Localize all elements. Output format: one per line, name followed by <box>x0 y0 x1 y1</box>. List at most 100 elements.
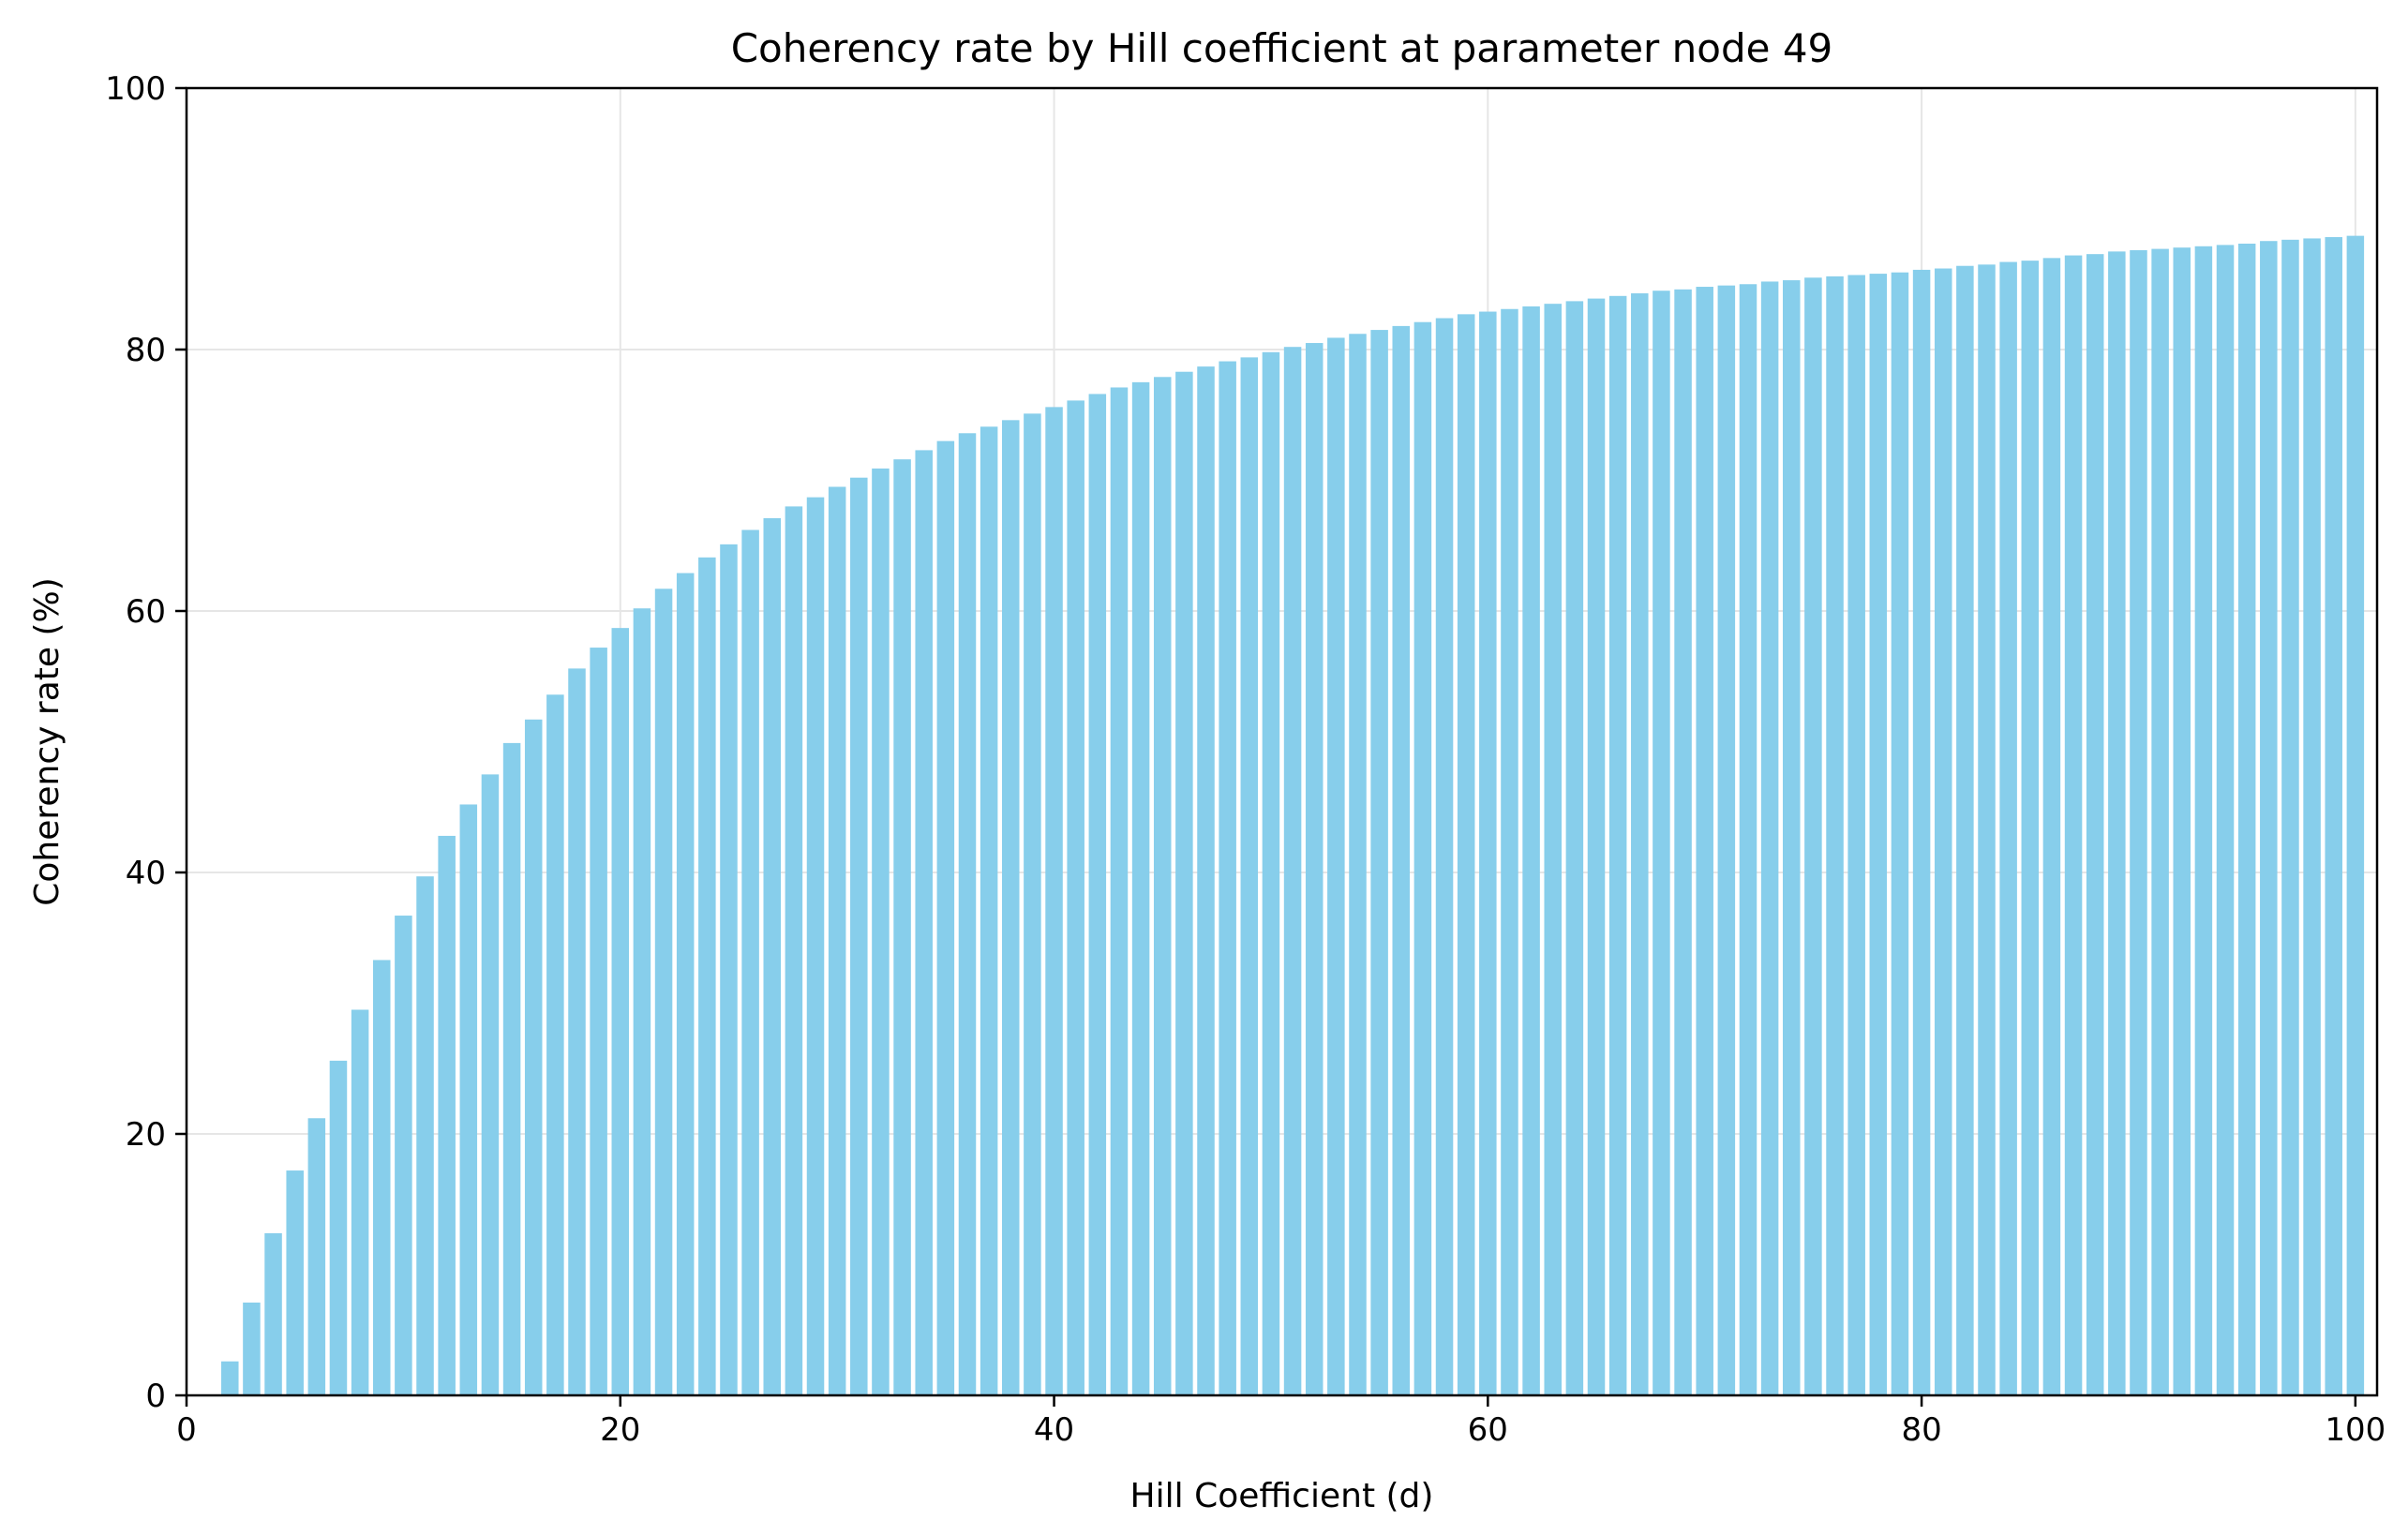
bar <box>372 960 391 1395</box>
bar <box>1760 281 1779 1396</box>
bar <box>1653 291 1670 1396</box>
bar <box>1024 413 1041 1396</box>
bar <box>351 1009 369 1395</box>
bar <box>2042 258 2061 1396</box>
bar <box>459 804 478 1395</box>
bar <box>893 459 911 1395</box>
bar <box>243 1302 261 1395</box>
plot-frame <box>185 86 2379 1397</box>
bar <box>1587 298 1606 1396</box>
bar <box>2086 254 2104 1395</box>
bar <box>872 468 890 1395</box>
bar <box>524 719 543 1395</box>
bar <box>1826 276 1844 1395</box>
bar <box>611 628 630 1395</box>
bar <box>698 557 716 1395</box>
bar <box>1175 371 1193 1396</box>
bar <box>2346 235 2365 1395</box>
bar <box>1197 366 1215 1395</box>
bar <box>1674 289 1692 1396</box>
bar <box>2281 239 2299 1395</box>
bar <box>1501 308 1518 1395</box>
bar <box>590 648 607 1395</box>
bar <box>1804 277 1822 1395</box>
bar <box>1739 284 1757 1395</box>
bar <box>1002 420 1020 1396</box>
bar <box>416 876 434 1395</box>
bar <box>1392 325 1411 1395</box>
x-tick-label: 40 <box>1034 1411 1074 1449</box>
bar <box>633 608 651 1395</box>
bar <box>1262 351 1280 1395</box>
bar <box>1283 347 1302 1396</box>
bar <box>763 517 781 1395</box>
bar <box>1869 274 1888 1396</box>
bar <box>329 1060 348 1395</box>
bar <box>2260 241 2278 1396</box>
bar <box>1045 407 1063 1395</box>
bar <box>2237 244 2256 1395</box>
bar <box>1457 314 1475 1396</box>
bar <box>2130 249 2147 1396</box>
bar <box>1240 357 1259 1395</box>
bar <box>828 486 846 1395</box>
bar <box>1110 387 1129 1396</box>
bar <box>264 1233 282 1395</box>
bar <box>2303 238 2321 1395</box>
bar <box>1305 343 1324 1395</box>
x-tick-label: 100 <box>2325 1411 2386 1449</box>
bar <box>1479 311 1497 1395</box>
bar <box>2216 245 2235 1395</box>
bar <box>1631 293 1649 1395</box>
bar <box>1847 275 1865 1395</box>
bar <box>307 1118 326 1395</box>
bar <box>915 450 933 1395</box>
x-tick-label: 20 <box>600 1411 640 1449</box>
bars <box>221 235 2365 1396</box>
axis-ticks: 0 20 40 60 80 100 0 20 40 60 80 100 <box>105 70 2386 1449</box>
bar <box>958 433 977 1395</box>
bar <box>1978 264 1996 1396</box>
y-tick-label: 60 <box>126 593 166 631</box>
bar <box>1219 361 1236 1396</box>
bar <box>720 544 738 1395</box>
bar <box>1131 381 1150 1395</box>
bar <box>2151 248 2169 1396</box>
y-tick-label: 20 <box>126 1116 166 1154</box>
x-tick-label: 60 <box>1468 1411 1508 1449</box>
x-tick-label: 80 <box>1901 1411 1941 1449</box>
bar <box>1783 280 1801 1396</box>
bar <box>438 835 456 1395</box>
bar <box>1696 287 1713 1395</box>
y-tick-label: 0 <box>145 1378 166 1415</box>
bar <box>1891 272 1909 1395</box>
bar <box>1999 261 2017 1395</box>
y-tick-label: 40 <box>126 855 166 892</box>
chart-title: Coherency rate by Hill coefficient at pa… <box>731 25 1833 71</box>
bar <box>546 694 564 1395</box>
bar <box>221 1361 239 1395</box>
y-axis-label: Coherency rate (%) <box>28 577 67 906</box>
bar <box>2173 247 2191 1396</box>
bar <box>1608 295 1627 1396</box>
bar <box>395 916 412 1395</box>
bar <box>980 426 998 1396</box>
bar <box>1565 301 1584 1395</box>
bar <box>1088 394 1107 1396</box>
bar <box>2108 251 2126 1395</box>
y-tick-label: 100 <box>105 70 166 108</box>
x-tick-label: 0 <box>176 1411 197 1449</box>
bar <box>850 477 868 1396</box>
bar <box>654 589 673 1395</box>
bar <box>568 668 586 1395</box>
bar <box>1934 268 1952 1395</box>
bar <box>2021 261 2040 1395</box>
bar <box>2325 237 2342 1395</box>
bar <box>1912 269 1931 1395</box>
bar <box>1956 265 1974 1396</box>
x-axis-label: Hill Coefficient (d) <box>1130 1477 1434 1515</box>
bar <box>1522 306 1540 1396</box>
bar <box>806 497 825 1395</box>
